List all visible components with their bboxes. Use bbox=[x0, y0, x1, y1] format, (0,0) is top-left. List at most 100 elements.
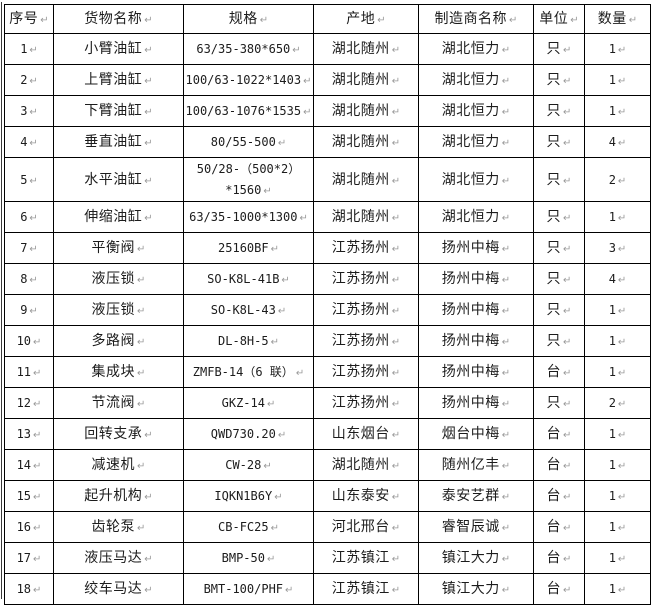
cell-spec: SO-K8L-43 ↵ bbox=[183, 294, 314, 326]
paragraph-mark-icon: ↵ bbox=[391, 275, 401, 286]
cell-unit: 台 ↵ bbox=[533, 449, 585, 481]
cell-origin: 江苏扬州 ↵ bbox=[313, 294, 419, 326]
paragraph-mark-icon: ↵ bbox=[144, 213, 153, 224]
cell-spec: SO-K8L-41B ↵ bbox=[183, 263, 314, 295]
paragraph-mark-icon: ↵ bbox=[144, 76, 153, 87]
paragraph-mark-icon: ↵ bbox=[33, 399, 42, 410]
cell-unit: 只 ↵ bbox=[533, 325, 585, 357]
paragraph-mark-icon: ↵ bbox=[281, 275, 290, 286]
paragraph-mark-icon: ↵ bbox=[292, 45, 301, 56]
table-row: 13 ↵ 回转支承 ↵ QWD730.20 ↵ 山东烟台 ↵ 烟台中梅 ↵ 台 ↵ 1 ↵ bbox=[4, 418, 651, 450]
header-label: 数量 bbox=[597, 11, 627, 27]
table-row: 5 ↵ 水平油缸 ↵ 50/28-（500*2） *1560 ↵ 湖北随州 ↵ 湖北恒力… bbox=[4, 157, 651, 202]
cell-qty: 4 ↵ bbox=[584, 263, 651, 295]
paragraph-mark-icon: ↵ bbox=[270, 523, 279, 534]
paragraph-mark-icon: ↵ bbox=[137, 368, 146, 379]
paragraph-mark-icon: ↵ bbox=[144, 492, 153, 503]
paragraph-mark-icon: ↵ bbox=[563, 337, 572, 348]
cell-spec: 100/63-1076*1535 ↵ bbox=[183, 95, 314, 127]
paragraph-mark-icon: ↵ bbox=[617, 107, 627, 118]
paragraph-mark-icon: ↵ bbox=[391, 76, 401, 87]
cell-unit: 只 ↵ bbox=[533, 263, 585, 295]
header-cell-unit: 单位 ↵ bbox=[533, 4, 585, 34]
cell-manufacturer: 扬州中梅 ↵ bbox=[418, 387, 534, 419]
paragraph-mark-icon: ↵ bbox=[29, 306, 38, 317]
cell-goods-name: 伸缩油缸 ↵ bbox=[53, 201, 184, 233]
paragraph-mark-icon: ↵ bbox=[617, 175, 627, 187]
paragraph-mark-icon: ↵ bbox=[303, 107, 312, 118]
paragraph-mark-icon: ↵ bbox=[501, 213, 511, 224]
paragraph-mark-icon: ↵ bbox=[617, 45, 627, 56]
cell-spec: ZMFB-14（6 联） ↵ bbox=[183, 356, 314, 388]
paragraph-mark-icon: ↵ bbox=[501, 244, 511, 255]
cell-origin: 江苏扬州 ↵ bbox=[313, 325, 419, 357]
paragraph-mark-icon: ↵ bbox=[137, 337, 146, 348]
cell-origin: 山东泰安 ↵ bbox=[313, 480, 419, 512]
paragraph-mark-icon: ↵ bbox=[144, 45, 153, 56]
cell-unit: 台 ↵ bbox=[533, 542, 585, 574]
paragraph-mark-icon: ↵ bbox=[617, 430, 627, 441]
paragraph-mark-icon: ↵ bbox=[509, 15, 518, 26]
cell-manufacturer: 泰安艺群 ↵ bbox=[418, 480, 534, 512]
cell-manufacturer: 湖北恒力 ↵ bbox=[418, 201, 534, 233]
cell-origin: 山东烟台 ↵ bbox=[313, 418, 419, 450]
paragraph-mark-icon: ↵ bbox=[33, 430, 42, 441]
cell-goods-name: 起升机构 ↵ bbox=[53, 480, 184, 512]
cell-goods-name: 水平油缸 ↵ bbox=[53, 157, 184, 202]
header-row: 序号 ↵ 货物名称 ↵ 规格 ↵ 产地 ↵ 制造商名称 ↵ 单位 ↵ 数量 ↵ bbox=[4, 4, 651, 34]
cell-unit: 只 ↵ bbox=[533, 232, 585, 264]
cell-qty: 3 ↵ bbox=[584, 232, 651, 264]
cell-spec: 25160BF ↵ bbox=[183, 232, 314, 264]
paragraph-mark-icon: ↵ bbox=[563, 138, 572, 149]
paragraph-mark-icon: ↵ bbox=[40, 15, 49, 26]
paragraph-mark-icon: ↵ bbox=[144, 107, 153, 118]
header-cell-qty: 数量 ↵ bbox=[584, 4, 651, 34]
cell-manufacturer: 湖北恒力 ↵ bbox=[418, 95, 534, 127]
header-label: 序号 bbox=[9, 11, 39, 27]
cell-goods-name: 垂直油缸 ↵ bbox=[53, 126, 184, 158]
paragraph-mark-icon: ↵ bbox=[501, 45, 511, 56]
cell-unit: 只 ↵ bbox=[533, 126, 585, 158]
table-row: 6 ↵ 伸缩油缸 ↵ 63/35-1000*1300 ↵ 湖北随州 ↵ 湖北恒力 ↵ 只 ↵… bbox=[4, 201, 651, 233]
table-row: 10 ↵ 多路阀 ↵ DL-8H-5 ↵ 江苏扬州 ↵ 扬州中梅 ↵ 只 ↵ 1 ↵ bbox=[4, 325, 651, 357]
cell-seq: 18 ↵ bbox=[4, 573, 54, 605]
paragraph-mark-icon: ↵ bbox=[144, 15, 153, 26]
paragraph-mark-icon: ↵ bbox=[617, 523, 627, 534]
cell-qty: 1 ↵ bbox=[584, 542, 651, 574]
paragraph-mark-icon: ↵ bbox=[391, 45, 401, 56]
cell-qty: 2 ↵ bbox=[584, 387, 651, 419]
cell-spec: 50/28-（500*2） *1560 ↵ bbox=[183, 157, 314, 202]
cell-spec: QWD730.20 ↵ bbox=[183, 418, 314, 450]
paragraph-mark-icon: ↵ bbox=[137, 523, 146, 534]
cell-unit: 只 ↵ bbox=[533, 387, 585, 419]
cell-qty: 1 ↵ bbox=[584, 64, 651, 96]
paragraph-mark-icon: ↵ bbox=[617, 138, 627, 149]
cell-seq: 1 ↵ bbox=[4, 33, 54, 65]
paragraph-mark-icon: ↵ bbox=[391, 337, 401, 348]
cell-unit: 台 ↵ bbox=[533, 511, 585, 543]
cell-unit: 只 ↵ bbox=[533, 294, 585, 326]
cell-spec: 100/63-1022*1403 ↵ bbox=[183, 64, 314, 96]
paragraph-mark-icon: ↵ bbox=[137, 275, 146, 286]
cell-qty: 1 ↵ bbox=[584, 33, 651, 65]
paragraph-mark-icon: ↵ bbox=[29, 213, 38, 224]
paragraph-mark-icon: ↵ bbox=[33, 368, 42, 379]
table-row: 8 ↵ 液压锁 ↵ SO-K8L-41B ↵ 江苏扬州 ↵ 扬州中梅 ↵ 只 ↵ 4 ↵ bbox=[4, 263, 651, 295]
cell-manufacturer: 扬州中梅 ↵ bbox=[418, 263, 534, 295]
cell-unit: 只 ↵ bbox=[533, 157, 585, 202]
paragraph-mark-icon: ↵ bbox=[391, 523, 401, 534]
cell-origin: 江苏镇江 ↵ bbox=[313, 573, 419, 605]
paragraph-mark-icon: ↵ bbox=[137, 306, 146, 317]
header-cell-origin: 产地 ↵ bbox=[313, 4, 419, 34]
paragraph-mark-icon: ↵ bbox=[617, 368, 627, 379]
page-left-edge-line bbox=[1, 2, 2, 599]
paragraph-mark-icon: ↵ bbox=[391, 430, 401, 441]
cell-origin: 湖北随州 ↵ bbox=[313, 157, 419, 202]
cell-goods-name: 多路阀 ↵ bbox=[53, 325, 184, 357]
table-row: 2 ↵ 上臂油缸 ↵ 100/63-1022*1403 ↵ 湖北随州 ↵ 湖北恒力 ↵ 只… bbox=[4, 64, 651, 96]
cell-spec: IQKN1B6Y ↵ bbox=[183, 480, 314, 512]
cell-spec: CB-FC25 ↵ bbox=[183, 511, 314, 543]
table-row: 7 ↵ 平衡阀 ↵ 25160BF ↵ 江苏扬州 ↵ 扬州中梅 ↵ 只 ↵ 3 ↵ bbox=[4, 232, 651, 264]
paragraph-mark-icon: ↵ bbox=[501, 523, 511, 534]
paragraph-mark-icon: ↵ bbox=[617, 399, 627, 410]
